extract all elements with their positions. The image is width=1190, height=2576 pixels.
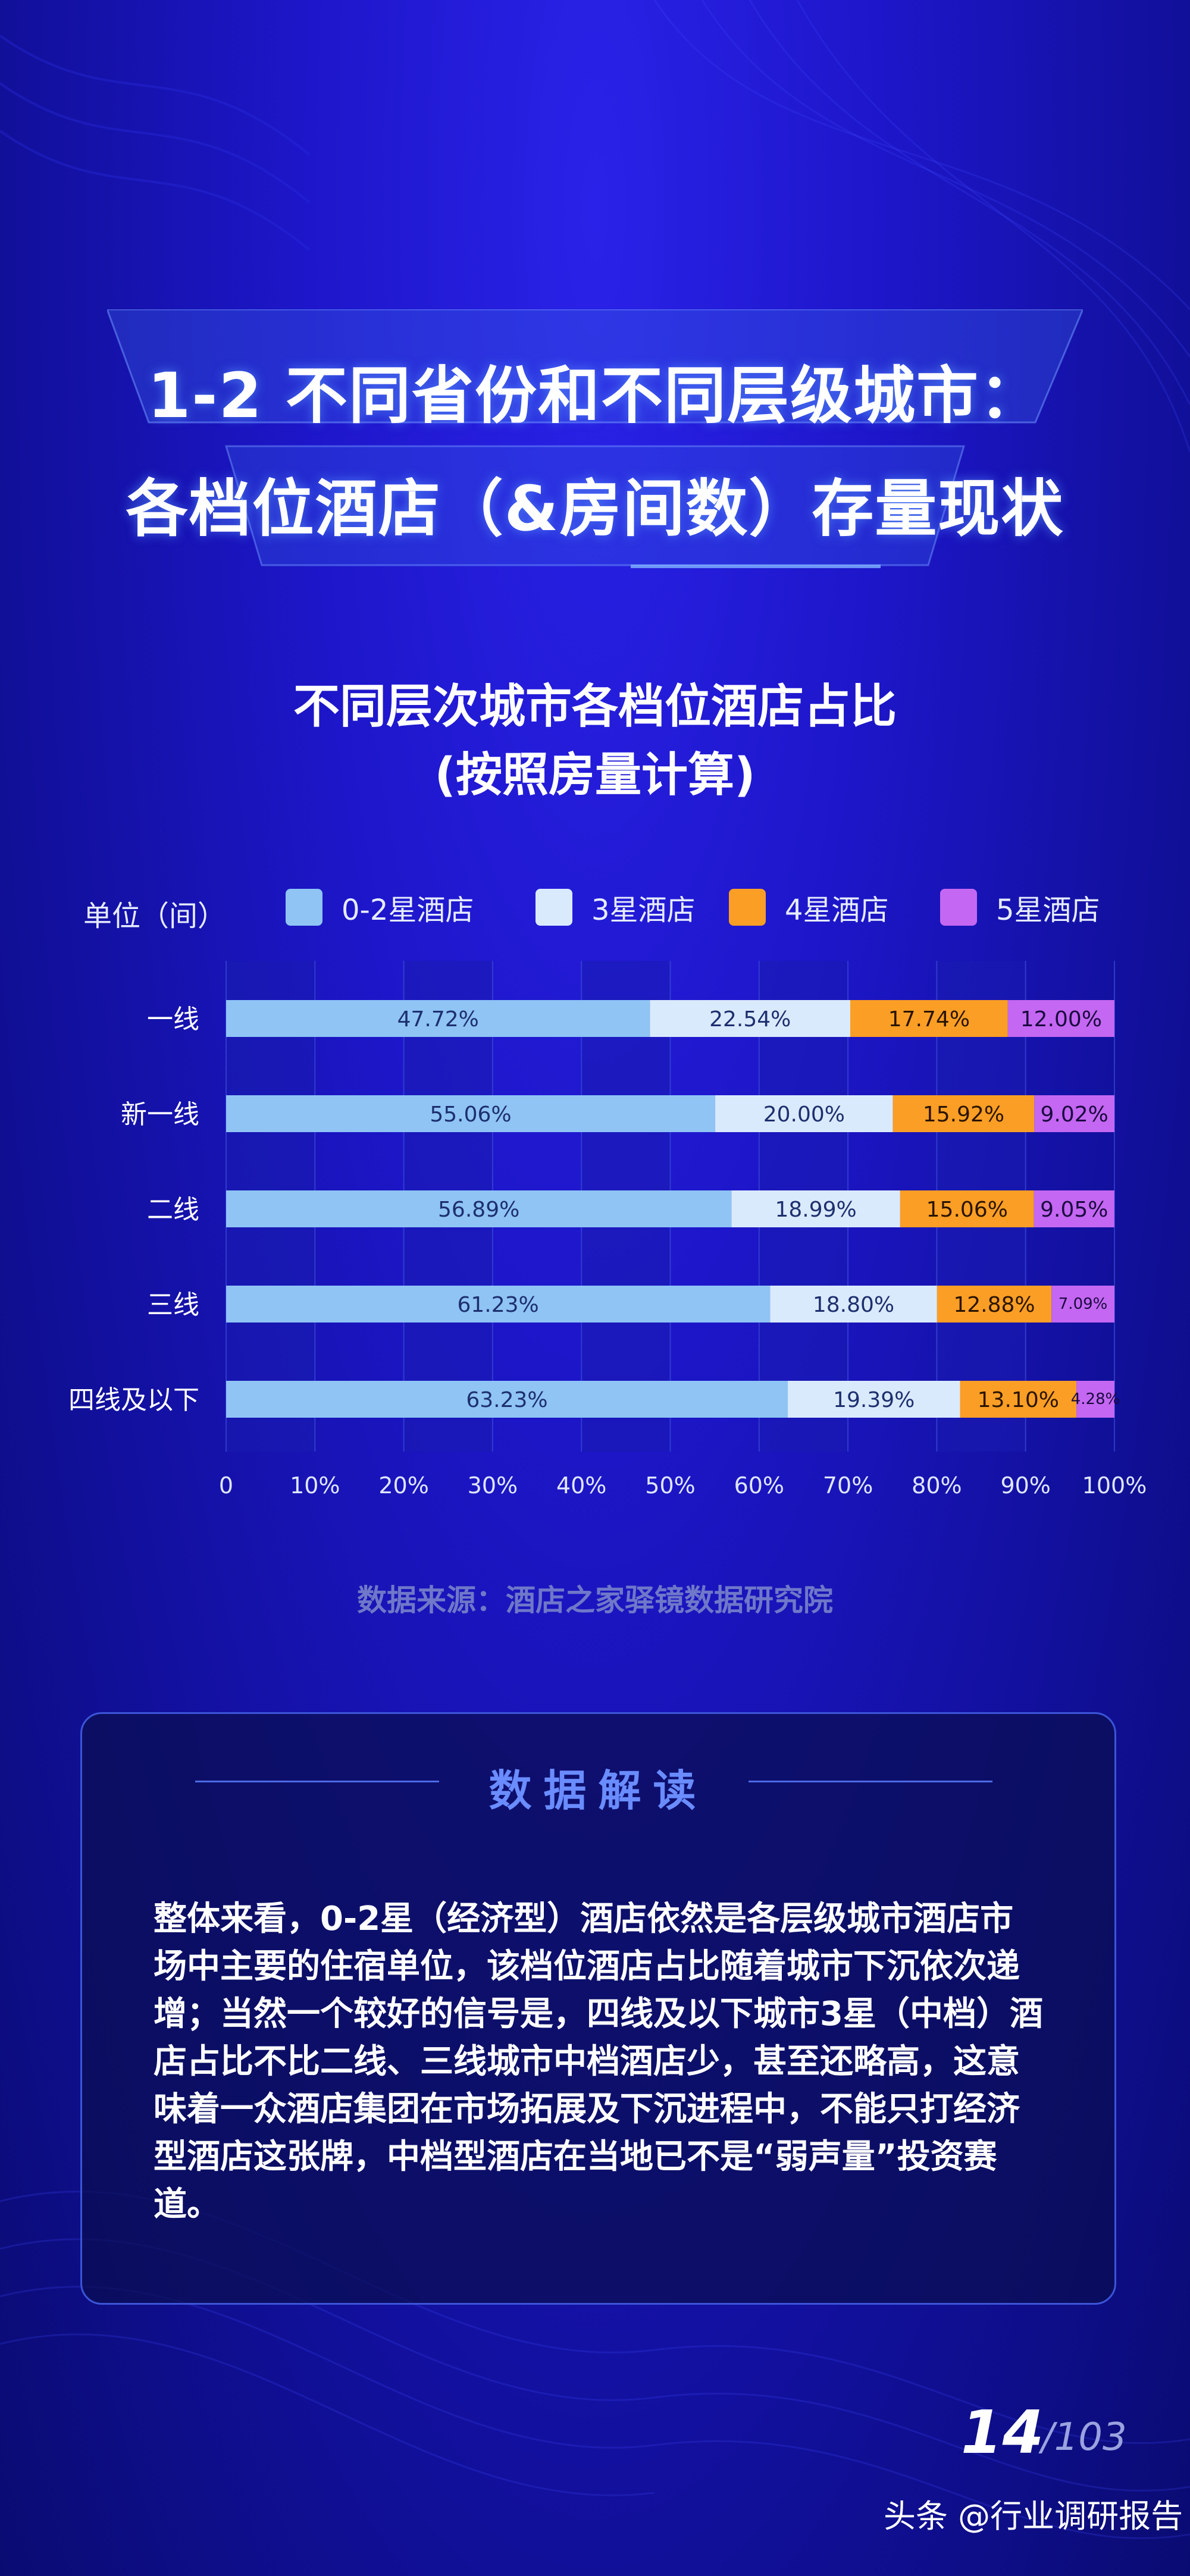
- page-title-line1: 1-2 不同省份和不同层级城市：: [147, 359, 1043, 432]
- watermark: 头条 @行业调研报告: [884, 2497, 1183, 2535]
- category-label: 二线: [147, 1195, 199, 1225]
- category-label: 四线及以下: [68, 1385, 199, 1415]
- legend-swatch-0-2-star: [286, 889, 322, 926]
- data-label: 9.02%: [1040, 1102, 1108, 1127]
- bar-segment: [1076, 1381, 1114, 1418]
- x-tick-label: 60%: [734, 1472, 784, 1499]
- category-label: 一线: [147, 1004, 199, 1035]
- x-tick-label: 90%: [1000, 1472, 1050, 1499]
- data-label: 19.39%: [833, 1388, 915, 1412]
- bar-segment: [770, 1286, 937, 1323]
- data-label: 61.23%: [457, 1293, 538, 1317]
- legend-unit-label: 单位（间）: [83, 900, 227, 933]
- bar-segment: [892, 1095, 1035, 1132]
- bar-segment: [226, 1095, 716, 1132]
- data-label: 4.28%: [1071, 1390, 1120, 1408]
- category-label: 三线: [147, 1290, 199, 1320]
- x-tick-label: 100%: [1082, 1472, 1147, 1499]
- bar-segment: [960, 1381, 1077, 1418]
- data-label: 18.99%: [775, 1198, 856, 1222]
- data-label: 17.74%: [888, 1007, 970, 1032]
- bar-segment: [731, 1190, 900, 1227]
- x-tick-label: 30%: [468, 1472, 518, 1499]
- data-label: 7.09%: [1059, 1295, 1108, 1313]
- data-label: 18.80%: [813, 1293, 894, 1317]
- data-label: 12.88%: [953, 1293, 1035, 1317]
- data-label: 56.89%: [438, 1198, 519, 1222]
- data-label: 22.54%: [709, 1007, 791, 1032]
- legend-item-3-star: 3星酒店: [536, 889, 696, 927]
- panel-body-text: 整体来看，0-2星（经济型）酒店依然是各层级城市酒店市场中主要的住宿单位，该档位…: [154, 1900, 1043, 2224]
- data-label: 55.06%: [430, 1102, 511, 1127]
- legend-label-0-2-star: 0-2星酒店: [342, 894, 474, 927]
- legend-label-3-star: 3星酒店: [591, 894, 696, 927]
- legend-item-4-star: 4星酒店: [729, 889, 889, 927]
- legend-swatch-3-star: [536, 889, 572, 926]
- data-label: 63.23%: [466, 1388, 547, 1412]
- panel-rule-right: [749, 1781, 992, 1782]
- bar-segment: [788, 1381, 960, 1418]
- bar-segment: [1034, 1095, 1114, 1132]
- page-total: /103: [1041, 2415, 1127, 2459]
- x-tick-label: 50%: [645, 1472, 695, 1499]
- stacked-bar-chart: 0 10% 20% 30% 40% 50% 60% 70% 80% 90% 100% 一线 47.72%…: [68, 961, 1147, 1499]
- bar-segment: [715, 1095, 893, 1132]
- data-label: 12.00%: [1020, 1007, 1102, 1032]
- legend-item-0-2-star: 0-2星酒店: [286, 889, 474, 927]
- category-label: 新一线: [121, 1099, 199, 1130]
- title-panel-frame: [107, 309, 1083, 568]
- data-label: 47.72%: [397, 1007, 479, 1032]
- x-tick-label: 10%: [290, 1472, 340, 1499]
- data-label: 15.06%: [926, 1198, 1008, 1222]
- x-tick-label: 40%: [556, 1472, 606, 1499]
- bar-segment: [226, 1286, 771, 1323]
- data-label: 20.00%: [763, 1102, 845, 1127]
- panel-header: 数据解读: [82, 1756, 1114, 1816]
- page-title-line2: 各档位酒店（&房间数）存量现状: [126, 472, 1064, 545]
- chart-title-line1: 不同层次城市各档位酒店占比: [293, 680, 897, 734]
- bar-segment: [900, 1190, 1034, 1227]
- x-tick-label: 70%: [823, 1472, 873, 1499]
- data-label: 13.10%: [978, 1388, 1059, 1412]
- title-banner: 1-2 不同省份和不同层级城市： 各档位酒店（&房间数）存量现状: [107, 309, 1083, 571]
- bar-segment: [226, 1381, 788, 1418]
- data-label: 9.05%: [1040, 1198, 1108, 1222]
- legend-swatch-5-star: [940, 889, 977, 926]
- legend-swatch-4-star: [729, 889, 766, 926]
- x-tick-label: 20%: [378, 1472, 428, 1499]
- legend-label-5-star: 5星酒店: [996, 894, 1100, 927]
- panel-title: 数据解读: [488, 1766, 708, 1816]
- bar-segment: [850, 1000, 1008, 1037]
- bar-segment: [1034, 1190, 1114, 1227]
- bar-segment: [650, 1000, 850, 1037]
- bar-segment: [226, 1000, 650, 1037]
- bar-segment: [226, 1190, 732, 1227]
- page-number: 14: [961, 2398, 1044, 2467]
- data-source: 数据来源：酒店之家驿镜数据研究院: [357, 1583, 833, 1618]
- legend-item-5-star: 5星酒店: [940, 889, 1100, 927]
- legend-label-4-star: 4星酒店: [785, 894, 889, 927]
- data-label: 15.92%: [923, 1102, 1004, 1127]
- bar-segment: [937, 1286, 1052, 1323]
- x-tick-label: 80%: [912, 1472, 962, 1499]
- x-tick-label: 0: [219, 1472, 233, 1499]
- chart-title-line2: (按照房量计算): [434, 748, 756, 802]
- panel-rule-left: [195, 1781, 439, 1782]
- interpretation-panel: 数据解读 整体来看，0-2星（经济型）酒店依然是各层级城市酒店市场中主要的住宿单…: [80, 1712, 1116, 2305]
- bar-segment: [1051, 1286, 1114, 1323]
- bar-segment: [1007, 1000, 1114, 1037]
